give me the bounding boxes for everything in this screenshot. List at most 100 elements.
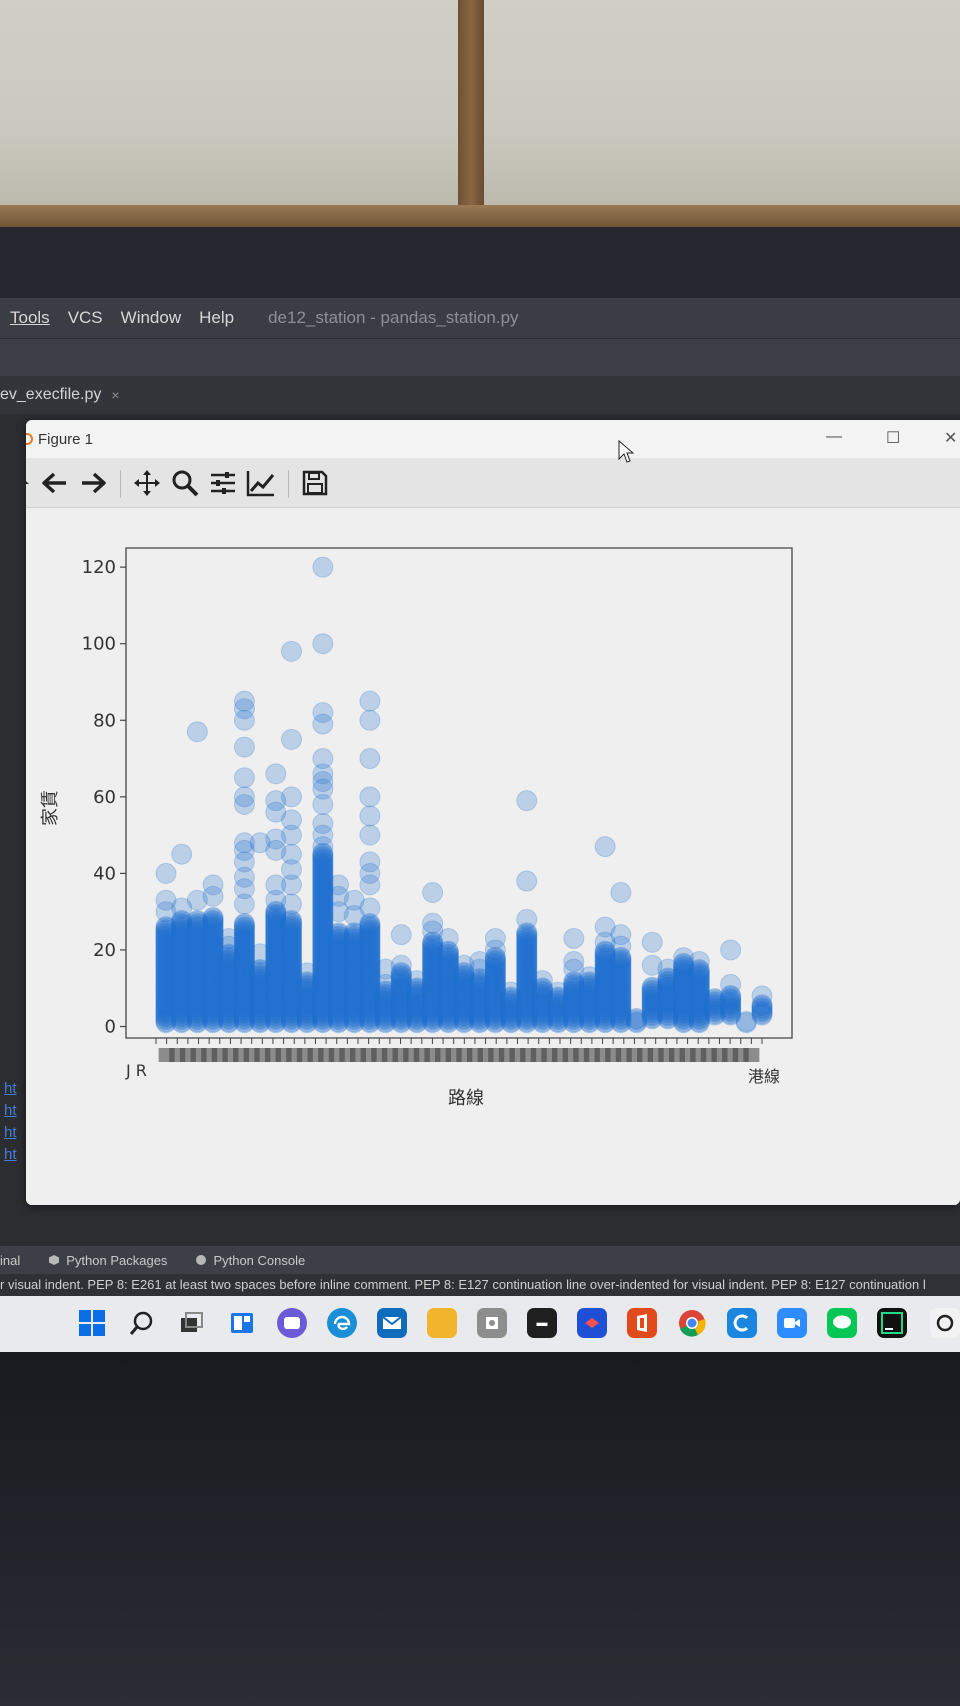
scatter-point [218,958,240,980]
pan-button[interactable] [130,466,164,500]
close-tab-icon[interactable]: × [111,387,120,403]
scatter-point [547,996,569,1018]
scatter-point [265,1006,287,1028]
scatter-point [437,968,459,990]
scatter-point [547,981,569,1003]
file-explorer-icon[interactable] [427,1308,457,1338]
scatter-point [484,958,506,980]
scatter-point [531,978,553,1000]
scatter-point [406,1003,428,1024]
forward-button[interactable] [76,466,110,500]
scatter-point [704,989,726,1011]
app-icon-partial[interactable] [930,1308,960,1338]
windows-start-icon[interactable] [77,1308,107,1338]
scatter-point [547,993,569,1015]
maximize-button[interactable]: ☐ [886,430,901,447]
scatter-point [312,778,334,800]
scatter-point [202,963,224,985]
app-icon-blue[interactable] [577,1308,607,1338]
scatter-point [437,996,459,1018]
scatter-point [375,1003,397,1024]
scatter-point [280,981,302,1003]
scatter-point [280,986,302,1008]
scatter-point [688,983,710,1005]
configure-subplots-button[interactable] [206,466,240,500]
scatter-point [437,1001,459,1023]
tool-window-python-console[interactable]: Python Console [195,1253,305,1268]
menu-vcs[interactable]: VCS [67,308,103,327]
widgets-icon[interactable] [227,1308,257,1338]
edit-axis-button[interactable] [244,466,278,500]
search-icon[interactable] [127,1308,157,1338]
scatter-point [312,906,334,928]
scatter-point [751,998,773,1020]
chat-icon[interactable] [277,1308,307,1338]
scatter-point [218,995,240,1017]
scatter-point [437,1009,459,1031]
scatter-point [673,952,695,974]
editor-tab[interactable]: ev_execfile.py × [0,386,120,404]
scatter-point [469,993,491,1015]
scatter-point [641,976,663,998]
line-icon[interactable] [827,1308,857,1338]
scatter-point [704,1001,726,1023]
scatter-point [500,989,522,1011]
minimize-button[interactable]: — [826,428,842,445]
scatter-point [359,937,381,959]
home-button[interactable] [26,466,34,500]
scatter-point [484,989,506,1011]
scatter-point [186,944,208,966]
app-icon-c[interactable] [727,1308,757,1338]
app-icon[interactable] [477,1308,507,1338]
scatter-point [610,955,632,977]
close-window-button[interactable]: ✕ [944,430,958,447]
task-view-icon[interactable] [177,1308,207,1338]
tool-window-python-packages[interactable]: Python Packages [48,1253,167,1268]
tool-window-terminal[interactable]: inal [0,1252,21,1268]
scatter-point [516,931,538,953]
zoom-button[interactable] [168,466,202,500]
scatter-point [469,1001,491,1023]
zoom-icon[interactable] [777,1308,807,1338]
scatter-point [422,990,444,1012]
scatter-point [202,965,224,987]
save-button[interactable] [298,466,332,500]
scatter-point [249,1009,271,1031]
scatter-point [578,1004,600,1026]
menu-help[interactable]: Help [199,308,235,327]
scatter-point [406,980,428,1002]
mail-icon[interactable] [377,1308,407,1338]
back-button[interactable] [38,466,72,500]
scatter-point [484,993,506,1015]
console-link[interactable]: ht [4,1080,17,1097]
scatter-point [202,928,224,950]
scatter-point [688,996,710,1018]
scatter-point [610,968,632,990]
terminal-app-icon[interactable]: ▬ [527,1308,557,1338]
scatter-point [688,998,710,1020]
scatter-point [437,927,459,949]
scatter-point [453,971,475,993]
menu-window[interactable]: Window [120,308,182,327]
scatter-point [202,960,224,982]
scatter-point [610,952,632,974]
scatter-point [390,983,412,1005]
scatter-point [437,981,459,1003]
scatter-point [171,943,193,965]
office-icon[interactable] [627,1308,657,1338]
menu-tools[interactable]: Tools [10,308,50,327]
scatter-point [155,978,177,1000]
edge-icon[interactable] [327,1308,357,1338]
pycharm-icon[interactable] [877,1308,907,1338]
console-link[interactable]: ht [4,1102,17,1119]
scatter-point [202,874,224,896]
scatter-point [406,999,428,1021]
scatter-point [186,943,208,965]
scatter-point [280,934,302,956]
console-link[interactable]: ht [4,1146,17,1163]
scatter-point [390,996,412,1018]
chrome-icon[interactable] [677,1308,707,1338]
console-link[interactable]: ht [4,1124,17,1141]
scatter-point [328,995,350,1017]
scatter-point [171,960,193,982]
